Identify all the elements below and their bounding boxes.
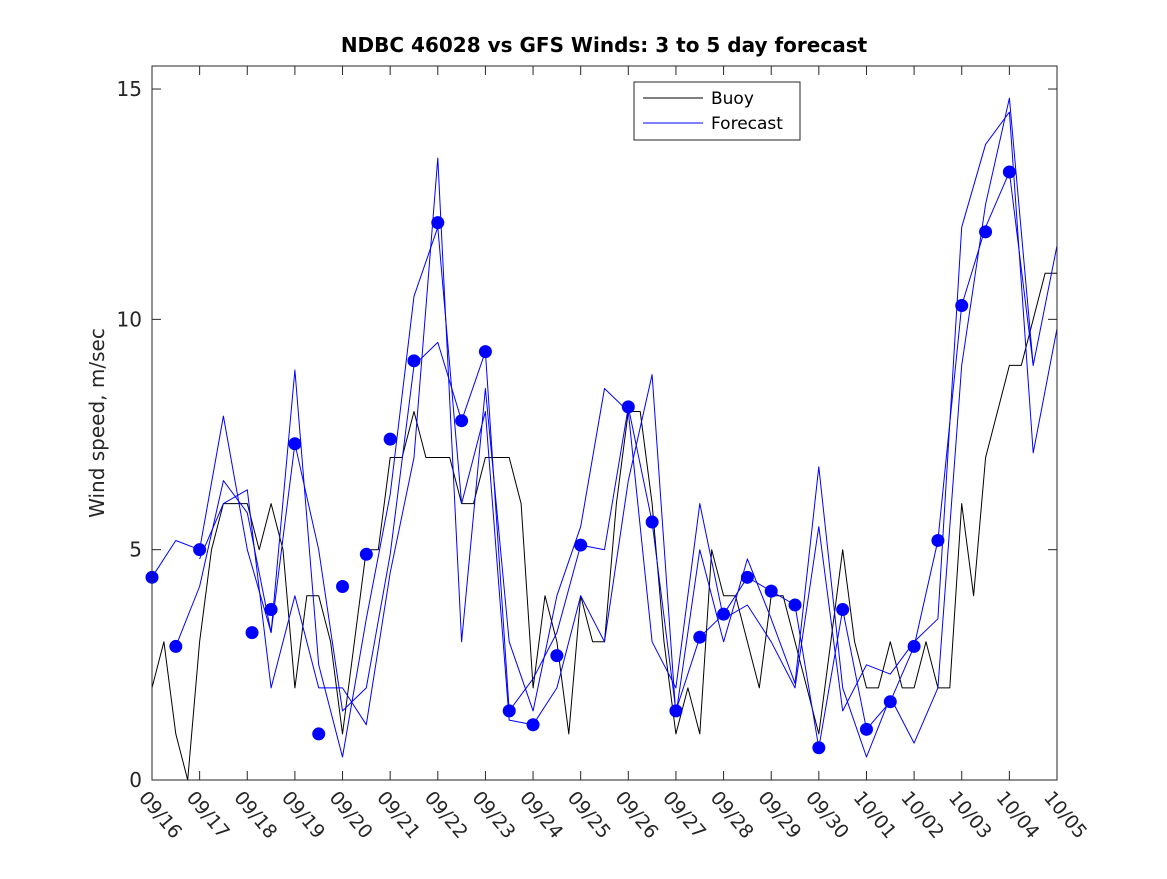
forecast-marker [788, 598, 802, 612]
forecast-marker [812, 741, 826, 755]
forecast-marker [907, 639, 921, 653]
marker-group [145, 165, 1016, 755]
legend-buoy-label: Buoy [711, 89, 754, 109]
forecast-marker [955, 299, 969, 313]
forecast-marker [193, 543, 207, 557]
forecast-marker [979, 225, 993, 239]
plot-frame [151, 65, 1058, 781]
forecast-marker [245, 626, 259, 640]
forecast-series-line-2 [175, 97, 1058, 758]
y-tick-label: 0 [129, 768, 142, 792]
forecast-marker [645, 515, 659, 529]
forecast-marker [1002, 165, 1016, 179]
forecast-marker [526, 718, 540, 732]
forecast-marker [883, 695, 897, 709]
forecast-marker [478, 345, 492, 359]
forecast-marker [407, 354, 421, 368]
plot-area [152, 66, 1057, 780]
y-tick-label: 10 [117, 307, 142, 331]
forecast-marker [574, 538, 588, 552]
forecast-marker [169, 639, 183, 653]
forecast-marker [288, 437, 302, 451]
forecast-marker [455, 414, 469, 428]
y-tick-labels: 0 5 10 15 [117, 77, 142, 792]
forecast-marker [621, 400, 635, 414]
legend-forecast-label: Forecast [711, 114, 783, 134]
y-axis-label: Wind speed, m/sec [85, 328, 109, 518]
forecast-marker [431, 216, 445, 230]
y-tick-label: 5 [129, 538, 142, 562]
forecast-marker [836, 603, 850, 617]
forecast-marker [931, 533, 945, 547]
forecast-marker [717, 607, 731, 621]
forecast-marker [669, 704, 683, 718]
forecast-marker [383, 432, 397, 446]
forecast-marker [502, 704, 516, 718]
chart-title: NDBC 46028 vs GFS Winds: 3 to 5 day fore… [341, 33, 868, 57]
forecast-marker [359, 547, 373, 561]
forecast-marker [693, 630, 707, 644]
forecast-marker [550, 649, 564, 663]
forecast-marker [740, 570, 754, 584]
forecast-marker [312, 727, 326, 741]
forecast-marker [264, 603, 278, 617]
legend-box [633, 81, 801, 141]
legend: Buoy Forecast [633, 81, 801, 141]
forecast-marker [859, 722, 873, 736]
y-tick-label: 15 [117, 77, 142, 101]
forecast-marker [336, 580, 350, 594]
forecast-marker [764, 584, 778, 598]
